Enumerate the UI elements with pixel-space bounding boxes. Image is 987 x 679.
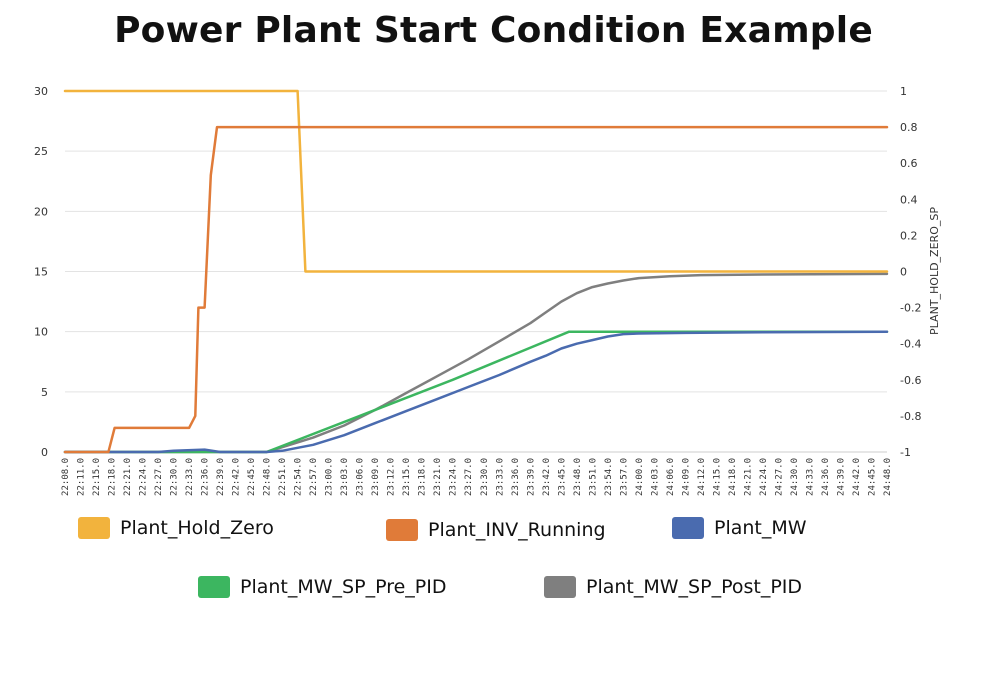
x-tick-label: 23:51.0 <box>588 458 598 496</box>
legend-swatch-mw-sp-post-pid <box>544 576 576 598</box>
x-tick-label: 23:54.0 <box>604 458 614 496</box>
x-tick-label: 24:09.0 <box>681 458 691 496</box>
x-tick-label: 24:27.0 <box>774 458 784 496</box>
y-left-tick-label: 25 <box>34 145 48 158</box>
x-tick-label: 23:15.0 <box>402 458 412 496</box>
legend-label: Plant_MW_SP_Pre_PID <box>240 576 447 598</box>
series-line-plant-hold-zero <box>63 89 889 273</box>
x-tick-label: 22:21.0 <box>123 458 133 496</box>
x-tick-label: 23:33.0 <box>495 458 505 496</box>
y-right-tick-label: -0.8 <box>900 410 921 423</box>
x-tick-label: 22:48.0 <box>263 458 273 496</box>
legend-item-mw-sp-pre-pid: Plant_MW_SP_Pre_PID <box>198 576 446 598</box>
x-tick-label: 23:12.0 <box>387 458 397 496</box>
x-tick-label: 23:03.0 <box>340 458 350 496</box>
legend-swatch-hold-zero <box>78 517 110 539</box>
series-line-plant-inv-running <box>63 125 889 454</box>
x-tick-label: 22:33.0 <box>185 458 195 496</box>
y-right-tick-label: -0.2 <box>900 302 921 315</box>
x-tick-label: 22:57.0 <box>309 458 319 496</box>
x-tick-label: 23:39.0 <box>526 458 536 496</box>
x-tick-label: 24:00.0 <box>635 458 645 496</box>
legend-label: Plant_Hold_Zero <box>120 517 274 539</box>
chart-title: Power Plant Start Condition Example <box>114 10 873 51</box>
x-tick-label: 22:24.0 <box>139 458 149 496</box>
y-right-tick-label: 0.4 <box>900 193 918 206</box>
x-tick-label: 24:21.0 <box>743 458 753 496</box>
x-tick-label: 22:54.0 <box>294 458 304 496</box>
x-tick-label: 23:42.0 <box>542 458 552 496</box>
x-tick-label: 23:27.0 <box>464 458 474 496</box>
x-tick-label: 22:11.0 <box>77 458 87 496</box>
x-tick-label: 23:09.0 <box>371 458 381 496</box>
x-tick-label: 22:27.0 <box>154 458 164 496</box>
x-tick-label: 23:57.0 <box>619 458 629 496</box>
x-tick-label: 22:42.0 <box>232 458 242 496</box>
y-left-tick-label: 30 <box>34 85 48 98</box>
y-right-axis-label: PLANT_HOLD_ZERO_SP <box>928 207 941 335</box>
series-line-plant-mw-sp-post-pid <box>63 272 889 454</box>
y-right-tick-label: 0.8 <box>900 121 918 134</box>
legend-swatch-mw-sp-pre-pid <box>198 576 230 598</box>
legend-item-mw: Plant_MW <box>672 517 807 539</box>
x-tick-label: 23:06.0 <box>356 458 366 496</box>
y-left-tick-label: 5 <box>41 386 48 399</box>
x-tick-label: 23:30.0 <box>480 458 490 496</box>
legend-label: Plant_INV_Running <box>428 519 606 541</box>
x-tick-label: 24:24.0 <box>759 458 769 496</box>
y-left-tick-label: 20 <box>34 205 48 218</box>
legend-item-hold-zero: Plant_Hold_Zero <box>78 517 274 539</box>
y-right-tick-label: 1 <box>900 85 907 98</box>
x-tick-label: 24:42.0 <box>852 458 862 496</box>
x-tick-label: 23:36.0 <box>511 458 521 496</box>
x-tick-label: 24:06.0 <box>666 458 676 496</box>
x-tick-label: 24:03.0 <box>650 458 660 496</box>
x-tick-label: 24:15.0 <box>712 458 722 496</box>
x-tick-label: 22:30.0 <box>170 458 180 496</box>
x-tick-label: 24:30.0 <box>790 458 800 496</box>
x-tick-label: 24:45.0 <box>867 458 877 496</box>
y-left-tick-label: 10 <box>34 326 48 339</box>
x-tick-label: 22:18.0 <box>108 458 118 496</box>
y-right-tick-label: 0.6 <box>900 157 918 170</box>
x-tick-label: 24:12.0 <box>697 458 707 496</box>
y-left-tick-label: 0 <box>41 446 48 459</box>
y-right-tick-label: -1 <box>900 446 911 459</box>
x-tick-label: 24:39.0 <box>836 458 846 496</box>
x-tick-label: 24:48.0 <box>883 458 893 496</box>
y-left-tick-label: 15 <box>34 266 48 279</box>
x-tick-label: 22:08.0 <box>61 458 71 496</box>
y-right-tick-label: 0 <box>900 266 907 279</box>
x-tick-label: 23:48.0 <box>573 458 583 496</box>
legend-label: Plant_MW_SP_Post_PID <box>586 576 803 598</box>
x-tick-label: 24:33.0 <box>805 458 815 496</box>
y-right-tick-label: 0.2 <box>900 229 918 242</box>
x-tick-label: 24:18.0 <box>728 458 738 496</box>
x-tick-label: 22:45.0 <box>247 458 257 496</box>
y-right-tick-label: -0.4 <box>900 338 921 351</box>
x-tick-label: 22:39.0 <box>216 458 226 496</box>
x-tick-label: 22:51.0 <box>278 458 288 496</box>
x-tick-label: 23:21.0 <box>433 458 443 496</box>
x-tick-label: 23:45.0 <box>557 458 567 496</box>
legend-item-mw-sp-post-pid: Plant_MW_SP_Post_PID <box>544 576 802 598</box>
legend-swatch-inv-running <box>386 519 418 541</box>
legend-swatch-mw <box>672 517 704 539</box>
x-tick-label: 24:36.0 <box>821 458 831 496</box>
x-tick-label: 23:18.0 <box>418 458 428 496</box>
y-right-tick-label: -0.6 <box>900 374 921 387</box>
x-tick-label: 22:15.0 <box>92 458 102 496</box>
legend-label: Plant_MW <box>714 517 807 539</box>
x-tick-label: 23:24.0 <box>449 458 459 496</box>
series-line-plant-mw <box>63 330 889 454</box>
x-tick-label: 22:36.0 <box>201 458 211 496</box>
legend-item-inv-running: Plant_INV_Running <box>386 519 606 541</box>
x-tick-label: 23:00.0 <box>325 458 335 496</box>
